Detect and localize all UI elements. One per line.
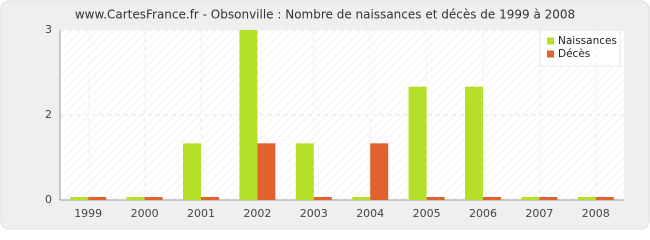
y-tick-label: 0 xyxy=(45,193,52,206)
bar xyxy=(201,197,219,200)
bar xyxy=(144,197,163,200)
x-tick-label: 2001 xyxy=(187,207,215,220)
bar xyxy=(183,143,201,200)
legend-label: Naissances xyxy=(558,35,617,47)
bar xyxy=(577,197,596,200)
bar xyxy=(352,197,371,200)
chart-title: www.CartesFrance.fr - Obsonville : Nombr… xyxy=(75,8,575,22)
chart: www.CartesFrance.fr - Obsonville : Nombr… xyxy=(0,0,650,230)
bar xyxy=(595,197,614,200)
legend-box xyxy=(539,29,621,67)
x-tick-label: 2004 xyxy=(356,207,384,220)
legend-label: Décès xyxy=(558,48,590,60)
bar xyxy=(465,86,483,200)
bar xyxy=(239,30,258,200)
x-tick-label: 2007 xyxy=(525,207,553,220)
x-tick-label: 2006 xyxy=(469,207,497,220)
x-tick-label: 2008 xyxy=(582,207,610,220)
bar xyxy=(295,143,314,200)
bar xyxy=(257,143,276,200)
bar xyxy=(88,197,107,200)
bar xyxy=(370,143,389,200)
bar xyxy=(408,86,427,200)
bar xyxy=(521,197,540,200)
legend xyxy=(539,29,621,67)
bar xyxy=(539,197,558,200)
bar xyxy=(126,197,145,200)
bar xyxy=(426,197,445,200)
x-tick-label: 2000 xyxy=(131,207,159,220)
legend-swatch xyxy=(547,37,554,45)
legend-swatch xyxy=(547,50,554,58)
bar xyxy=(483,197,501,200)
y-tick-label: 2 xyxy=(45,108,52,121)
x-tick-label: 2005 xyxy=(413,207,441,220)
y-tick-label: 3 xyxy=(45,23,52,36)
x-tick-label: 2003 xyxy=(300,207,328,220)
x-tick-label: 2002 xyxy=(243,207,271,220)
bar xyxy=(70,197,89,200)
x-tick-label: 1999 xyxy=(74,207,102,220)
bar xyxy=(313,197,332,200)
